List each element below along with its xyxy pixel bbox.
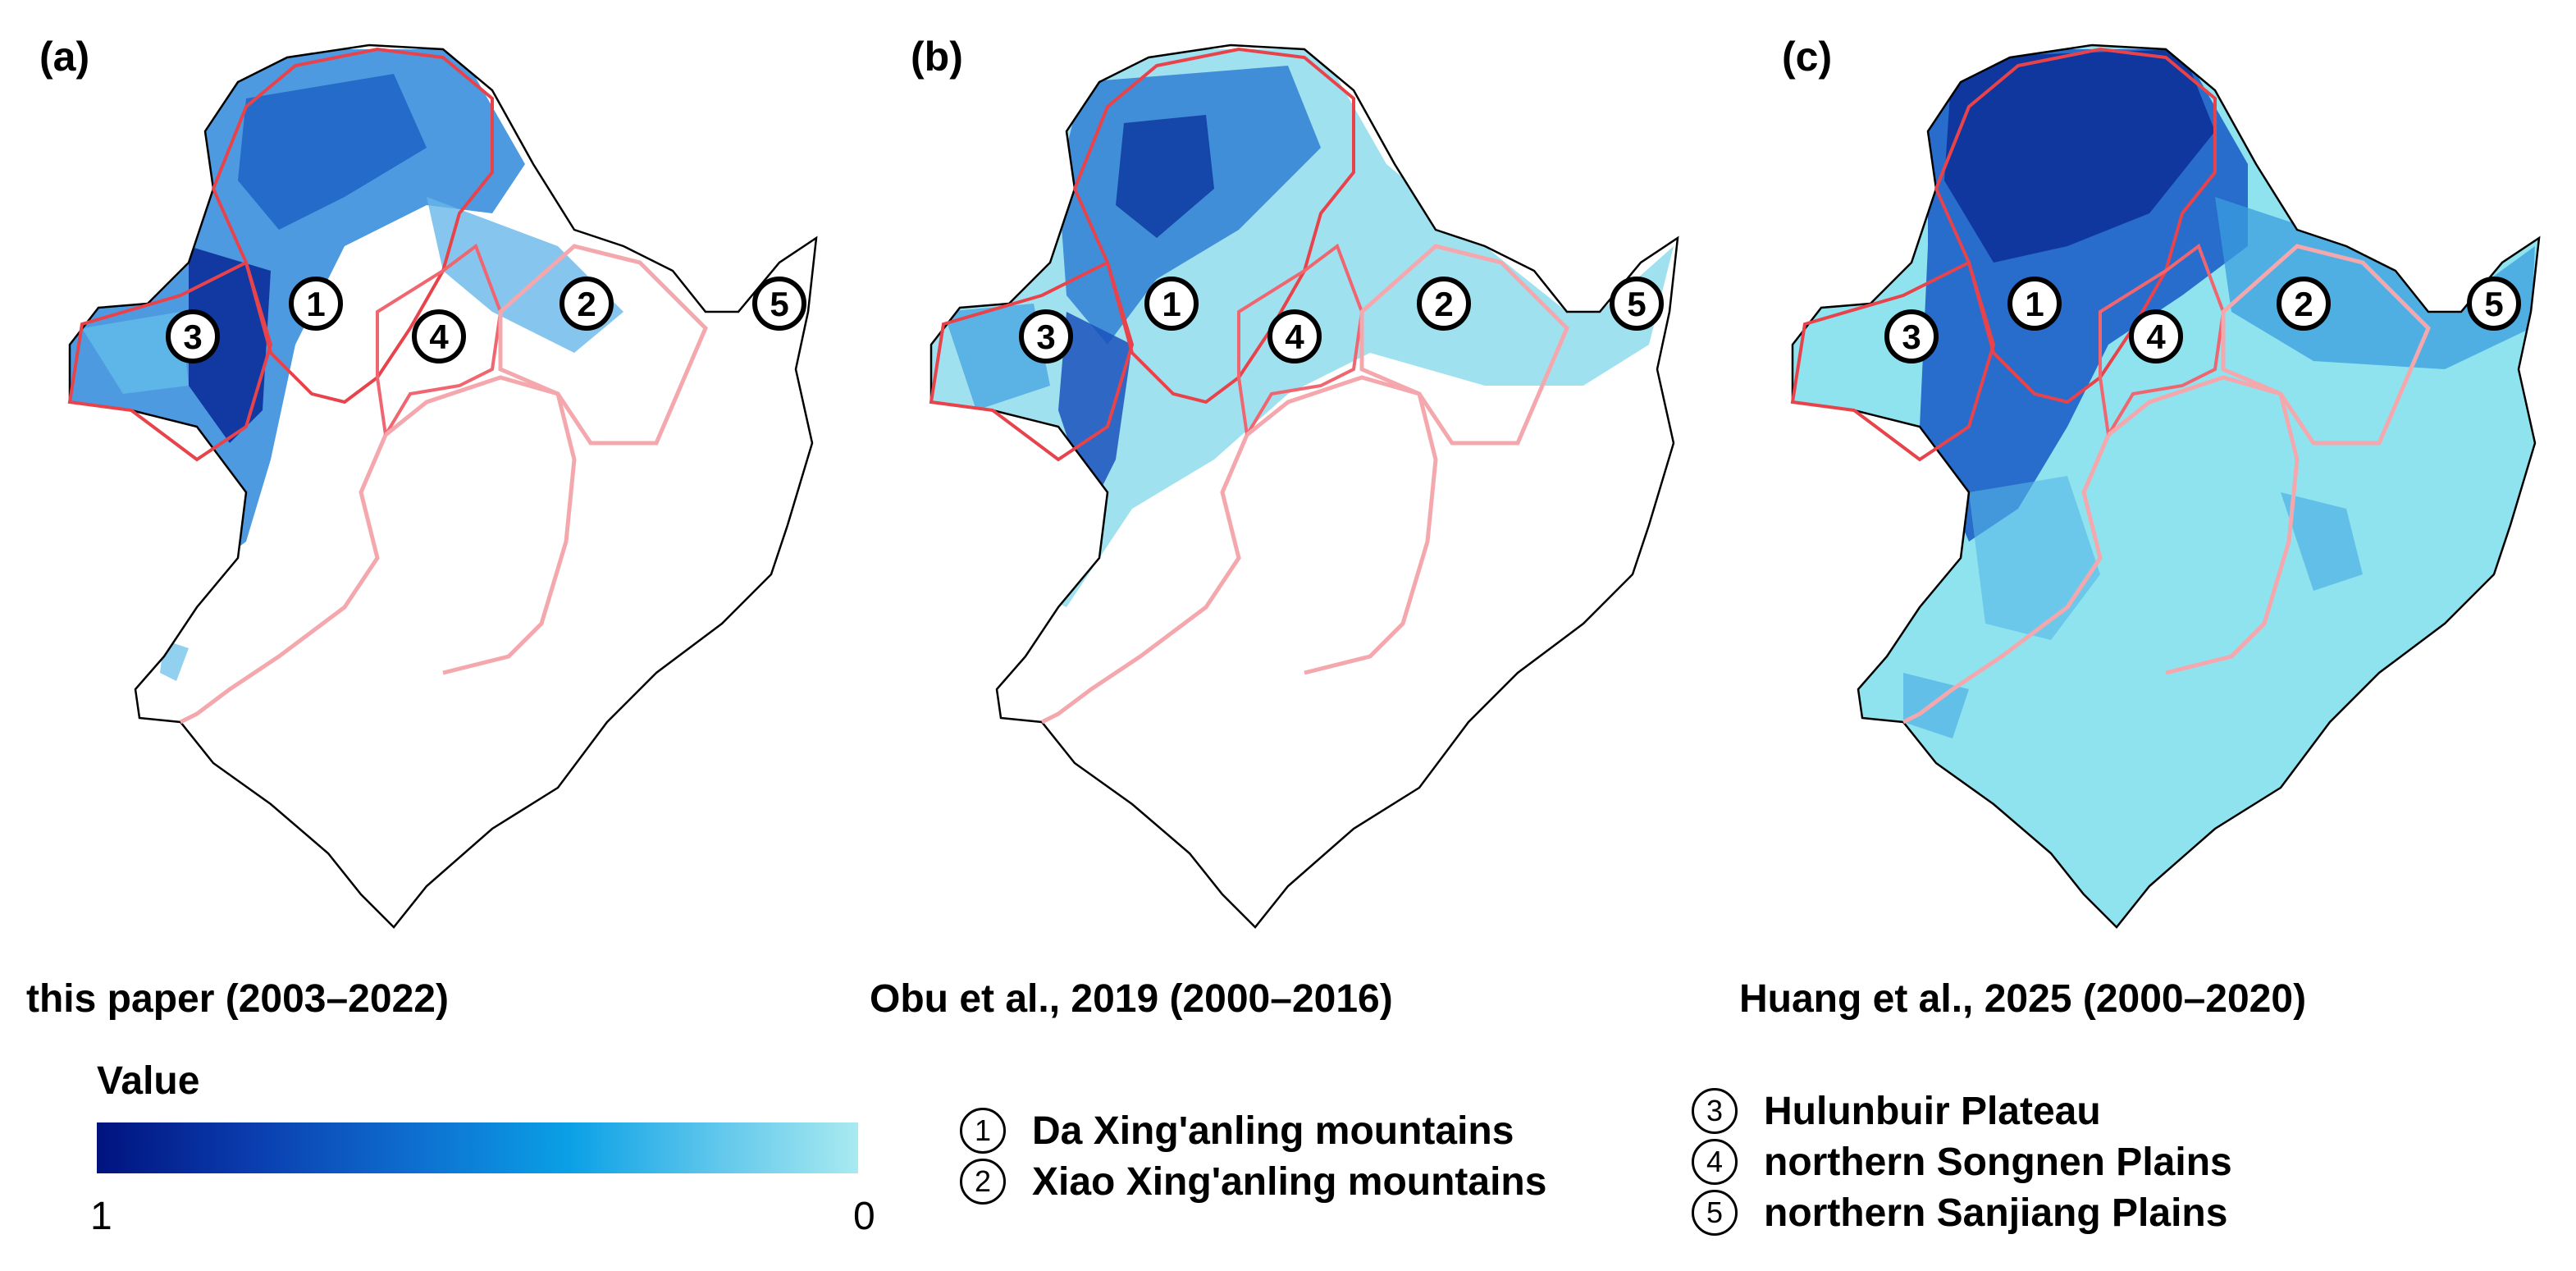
region-marker-b-4: 4 <box>1267 309 1322 363</box>
region-marker-c-1: 1 <box>2007 277 2062 331</box>
panel-label: (b) <box>911 34 963 80</box>
svg-text:3: 3 <box>1902 318 1921 356</box>
region-legend-5: 5 northern Sanjiang Plains <box>1692 1190 2227 1236</box>
map-c: 3 1 4 2 5 <box>1790 43 2541 929</box>
region-name: Xiao Xing'anling mountains <box>1032 1159 1547 1204</box>
region-marker-a-4: 4 <box>412 309 466 363</box>
region-marker-b-3: 3 <box>1019 309 1073 363</box>
svg-text:2: 2 <box>2294 285 2313 323</box>
region-number: 5 <box>1692 1190 1738 1236</box>
region-name: northern Songnen Plains <box>1764 1140 2232 1184</box>
panel-a: (a) 3 1 4 2 5 this paper (2003–2022) <box>0 0 861 1021</box>
region-number: 1 <box>960 1108 1006 1154</box>
svg-text:5: 5 <box>1627 285 1646 323</box>
map-b: 3 1 4 2 5 <box>929 43 1679 929</box>
svg-text:4: 4 <box>429 318 449 356</box>
panel-c: (c) 3 1 4 2 5 Huang et al., 2025 (2000–2… <box>1723 0 2576 1021</box>
svg-text:4: 4 <box>1285 318 1304 356</box>
colorbar-max-label: 1 <box>90 1195 112 1238</box>
svg-text:5: 5 <box>2484 285 2503 323</box>
map-a: 3 1 4 2 5 <box>67 43 818 929</box>
svg-text:2: 2 <box>1434 285 1453 323</box>
region-marker-c-4: 4 <box>2129 309 2183 363</box>
region-legend-4: 4 northern Songnen Plains <box>1692 1139 2232 1185</box>
region-legend-2: 2 Xiao Xing'anling mountains <box>960 1159 1546 1205</box>
svg-text:4: 4 <box>2146 318 2166 356</box>
legend-title: Value <box>97 1059 200 1103</box>
region-number: 3 <box>1692 1088 1738 1134</box>
region-number: 4 <box>1692 1139 1738 1185</box>
svg-text:3: 3 <box>1036 318 1055 356</box>
panel-caption: this paper (2003–2022) <box>26 977 449 1021</box>
svg-text:5: 5 <box>770 285 788 323</box>
region-legend-3: 3 Hulunbuir Plateau <box>1692 1088 2101 1134</box>
colorbar <box>97 1122 858 1173</box>
svg-text:1: 1 <box>1162 285 1181 323</box>
region-marker-a-1: 1 <box>289 277 343 331</box>
svg-text:1: 1 <box>2025 285 2044 323</box>
region-marker-b-1: 1 <box>1144 277 1199 331</box>
panel-b: (b) 3 1 4 2 5 Obu et al., 2019 (2000–201… <box>861 0 1723 1021</box>
region-marker-b-5: 5 <box>1610 277 1664 331</box>
region-marker-a-2: 2 <box>560 277 614 331</box>
panel-label: (c) <box>1782 34 1833 80</box>
svg-text:3: 3 <box>183 318 202 356</box>
svg-text:1: 1 <box>306 285 325 323</box>
region-marker-a-5: 5 <box>752 277 806 331</box>
svg-text:2: 2 <box>577 285 596 323</box>
region-marker-c-3: 3 <box>1884 309 1939 363</box>
region-name: Hulunbuir Plateau <box>1764 1089 2101 1133</box>
region-name: northern Sanjiang Plains <box>1764 1191 2228 1235</box>
region-marker-c-5: 5 <box>2467 277 2521 331</box>
region-marker-b-2: 2 <box>1417 277 1471 331</box>
region-marker-a-3: 3 <box>166 309 220 363</box>
region-legend-1: 1 Da Xing'anling mountains <box>960 1108 1514 1154</box>
panel-caption: Huang et al., 2025 (2000–2020) <box>1739 977 2307 1021</box>
panel-label: (a) <box>39 34 90 80</box>
panel-caption: Obu et al., 2019 (2000–2016) <box>870 977 1393 1021</box>
region-marker-c-2: 2 <box>2277 277 2331 331</box>
region-name: Da Xing'anling mountains <box>1032 1109 1514 1153</box>
region-number: 2 <box>960 1159 1006 1205</box>
colorbar-min-label: 0 <box>853 1195 875 1238</box>
